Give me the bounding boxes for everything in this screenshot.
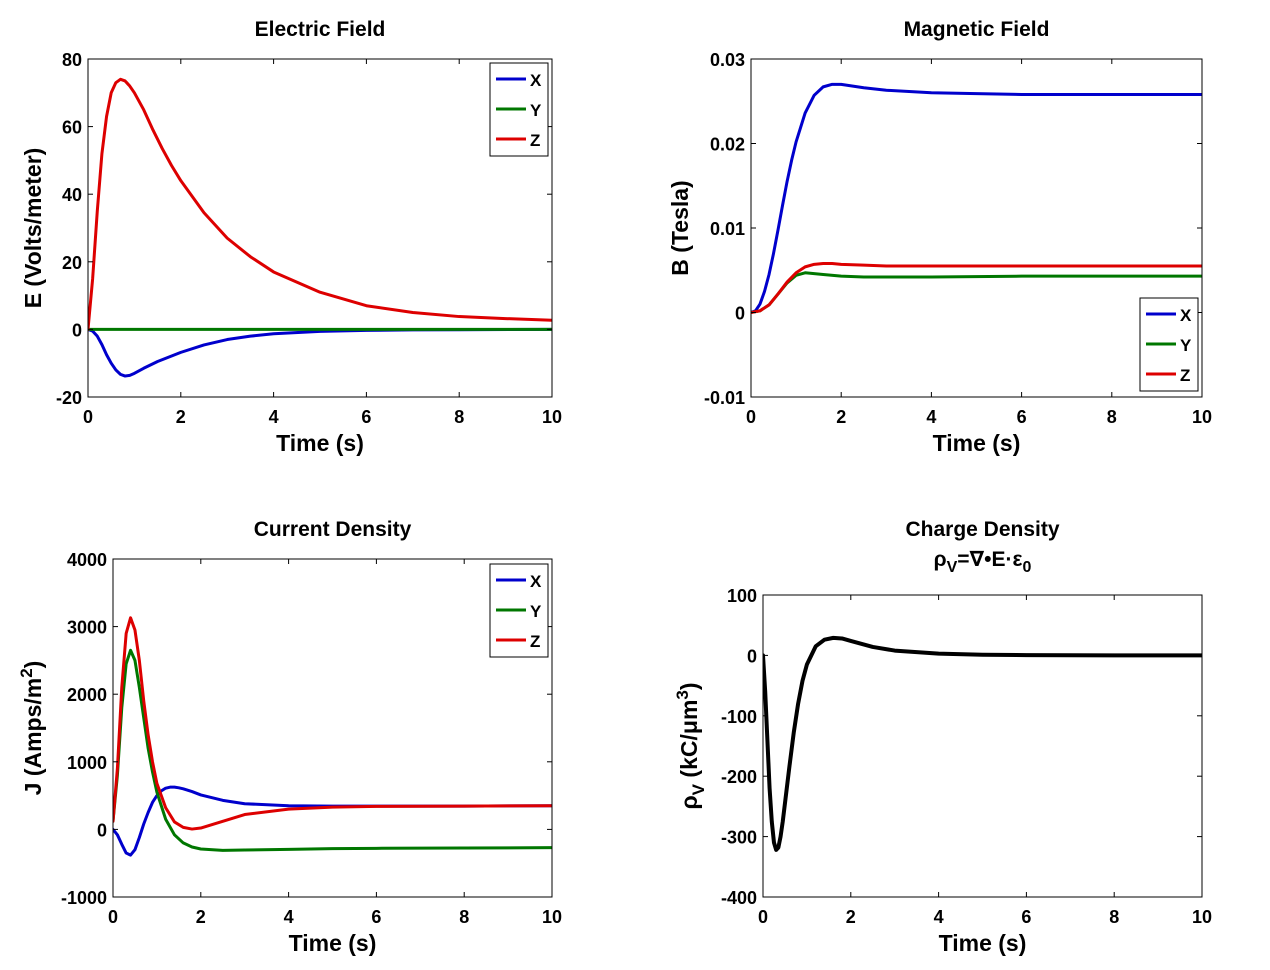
x-tick-label: 4 <box>926 407 936 427</box>
chart-title: Charge Density <box>905 518 1059 541</box>
legend: XYZ <box>489 62 549 157</box>
legend-label-x: X <box>530 572 542 591</box>
y-tick-label: 4000 <box>67 550 107 570</box>
series-line-z <box>88 77 552 331</box>
y-axis-label: J (Amps/m2) <box>17 661 46 796</box>
series-line-x <box>751 82 1202 314</box>
series-line-y <box>751 271 1202 314</box>
chart-title: Magnetic Field <box>904 18 1050 41</box>
chart-title: Electric Field <box>255 18 386 41</box>
y-tick-label: -300 <box>721 828 757 848</box>
series-line-rho <box>763 635 1202 852</box>
x-tick-label: 10 <box>1192 907 1212 927</box>
x-tick-label: 0 <box>108 907 118 927</box>
plot-frame <box>112 558 553 898</box>
legend: XYZ <box>1139 297 1199 392</box>
x-tick-label: 8 <box>459 907 469 927</box>
series-line-x <box>113 785 552 857</box>
legend-label-x: X <box>530 71 542 90</box>
legend-label-z: Z <box>1180 366 1190 385</box>
x-axis-label: Time (s) <box>289 930 377 956</box>
y-tick-label: -0.01 <box>704 388 745 408</box>
y-tick-label: 80 <box>62 50 82 70</box>
x-tick-label: 2 <box>176 407 186 427</box>
plot-frame <box>87 58 553 398</box>
y-tick-label: 0 <box>747 646 757 666</box>
legend-label-z: Z <box>530 632 540 651</box>
legend: XYZ <box>489 563 549 658</box>
x-axis-label: Time (s) <box>933 430 1021 456</box>
x-tick-label: 6 <box>371 907 381 927</box>
y-tick-label: 100 <box>727 586 757 606</box>
series-line-y <box>113 648 552 852</box>
series-line-x <box>88 327 552 378</box>
x-tick-label: 8 <box>454 407 464 427</box>
y-tick-label: 0.03 <box>710 50 745 70</box>
y-axis-label: B (Tesla) <box>667 180 693 275</box>
x-tick-label: 2 <box>846 907 856 927</box>
legend-label-y: Y <box>530 602 542 621</box>
y-tick-label: -100 <box>721 707 757 727</box>
y-axis-label: E (Volts/meter) <box>20 148 46 309</box>
y-tick-label: 40 <box>62 185 82 205</box>
chart-title: Current Density <box>254 518 412 541</box>
legend-label-x: X <box>1180 306 1192 325</box>
y-tick-label: 20 <box>62 253 82 273</box>
x-tick-label: 10 <box>1192 407 1212 427</box>
y-tick-label: -1000 <box>61 888 107 908</box>
chart-4: 0 2 4 6 8 10 -400 -300 -200 -100 0 100 Charge Densit… <box>673 518 1212 956</box>
y-tick-label: 2000 <box>67 685 107 705</box>
x-tick-label: 8 <box>1107 407 1117 427</box>
y-tick-label: 0 <box>735 304 745 324</box>
y-tick-label: 0.01 <box>710 219 745 239</box>
x-tick-label: 4 <box>934 907 944 927</box>
x-tick-label: 0 <box>746 407 756 427</box>
y-tick-label: 0 <box>72 320 82 340</box>
x-tick-label: 10 <box>542 907 562 927</box>
x-tick-label: 0 <box>83 407 93 427</box>
x-tick-label: 4 <box>284 907 294 927</box>
y-tick-label: -20 <box>56 388 82 408</box>
x-axis-label: Time (s) <box>276 430 364 456</box>
x-tick-label: 2 <box>196 907 206 927</box>
series-line-z <box>751 261 1202 314</box>
y-tick-label: 0.02 <box>710 135 745 155</box>
y-tick-label: -200 <box>721 767 757 787</box>
legend-label-y: Y <box>530 101 542 120</box>
plot-frame <box>750 58 1203 398</box>
x-tick-label: 4 <box>269 407 279 427</box>
x-tick-label: 2 <box>836 407 846 427</box>
legend-label-y: Y <box>1180 336 1192 355</box>
x-axis-label: Time (s) <box>939 930 1027 956</box>
x-tick-label: 0 <box>758 907 768 927</box>
legend-label-z: Z <box>530 131 540 150</box>
series-line-z <box>113 616 552 831</box>
x-tick-label: 6 <box>1017 407 1027 427</box>
y-axis-label: ρV (kC/μm3) <box>673 682 708 809</box>
y-tick-label: 60 <box>62 118 82 138</box>
y-tick-label: 1000 <box>67 753 107 773</box>
y-tick-label: 3000 <box>67 618 107 638</box>
x-tick-label: 6 <box>1021 907 1031 927</box>
y-tick-label: 0 <box>97 820 107 840</box>
x-tick-label: 10 <box>542 407 562 427</box>
x-tick-label: 8 <box>1109 907 1119 927</box>
plot-frame <box>762 594 1203 898</box>
x-tick-label: 6 <box>361 407 371 427</box>
chart-subtitle: ρV=∇•E·ε0 <box>934 548 1032 576</box>
y-tick-label: -400 <box>721 888 757 908</box>
